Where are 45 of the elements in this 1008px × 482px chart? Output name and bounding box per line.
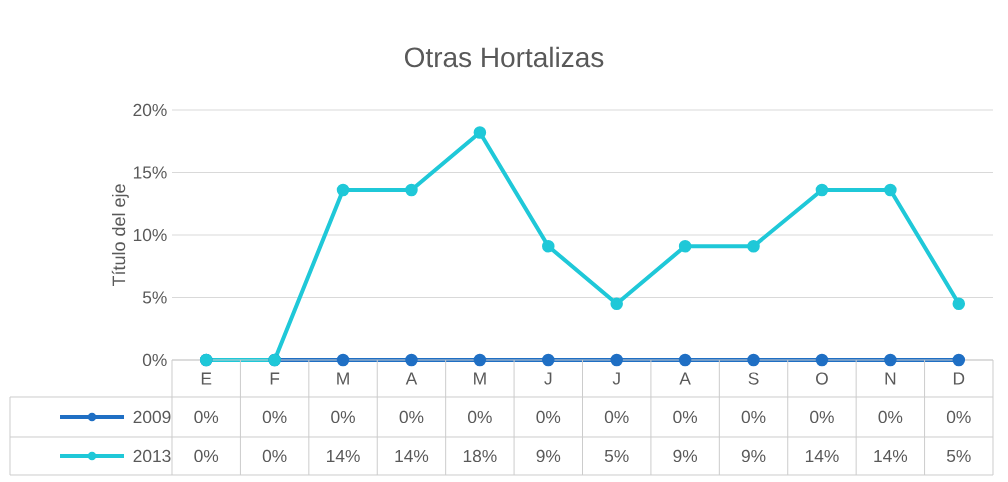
legend-label: 2013 bbox=[133, 449, 171, 463]
x-tick-label: N bbox=[885, 372, 896, 385]
y-axis-title: Título del eje bbox=[111, 184, 129, 287]
data-label: 0% bbox=[741, 410, 766, 424]
x-tick-label: A bbox=[679, 372, 691, 385]
data-label: 0% bbox=[946, 410, 971, 424]
x-tick-label: S bbox=[748, 372, 759, 385]
y-tick-label: 5% bbox=[142, 291, 167, 304]
x-tick-label: J bbox=[612, 372, 620, 385]
x-tick-label: E bbox=[201, 372, 212, 385]
chart-title: Otras Hortalizas bbox=[404, 46, 604, 68]
data-label: 14% bbox=[327, 449, 360, 463]
data-label: 0% bbox=[331, 410, 355, 424]
data-label: 0% bbox=[194, 410, 219, 424]
y-tick-label: 0% bbox=[142, 353, 167, 367]
data-label: 0% bbox=[810, 410, 834, 424]
data-label: 0% bbox=[262, 410, 287, 424]
data-label: 0% bbox=[536, 410, 561, 424]
data-label: 18% bbox=[463, 449, 497, 463]
y-tick-label: 10% bbox=[133, 228, 167, 242]
x-tick-label: O bbox=[816, 372, 828, 385]
x-tick-label: A bbox=[405, 372, 418, 385]
y-tick-label: 20% bbox=[133, 103, 167, 117]
data-label: 0% bbox=[194, 449, 219, 463]
x-tick-label: M bbox=[474, 372, 486, 385]
data-label: 14% bbox=[395, 449, 429, 463]
legend-label: 2009 bbox=[133, 410, 171, 424]
data-label: 0% bbox=[262, 449, 287, 463]
data-label: 9% bbox=[536, 449, 561, 463]
data-label: 14% bbox=[874, 449, 908, 463]
data-label: 0% bbox=[468, 410, 492, 424]
x-tick-label: J bbox=[544, 372, 552, 385]
x-tick-label: M bbox=[337, 372, 349, 385]
data-label: 9% bbox=[673, 449, 698, 463]
x-tick-label: F bbox=[270, 372, 280, 385]
data-label: 0% bbox=[399, 410, 424, 424]
data-label: 0% bbox=[604, 410, 629, 424]
data-label: 0% bbox=[878, 410, 903, 424]
data-label: 5% bbox=[946, 449, 971, 463]
y-tick-label: 15% bbox=[133, 166, 167, 179]
data-label: 0% bbox=[673, 410, 698, 424]
data-label: 5% bbox=[604, 449, 629, 463]
data-label: 9% bbox=[741, 449, 766, 463]
x-tick-label: D bbox=[953, 372, 965, 385]
data-label: 14% bbox=[805, 449, 839, 463]
